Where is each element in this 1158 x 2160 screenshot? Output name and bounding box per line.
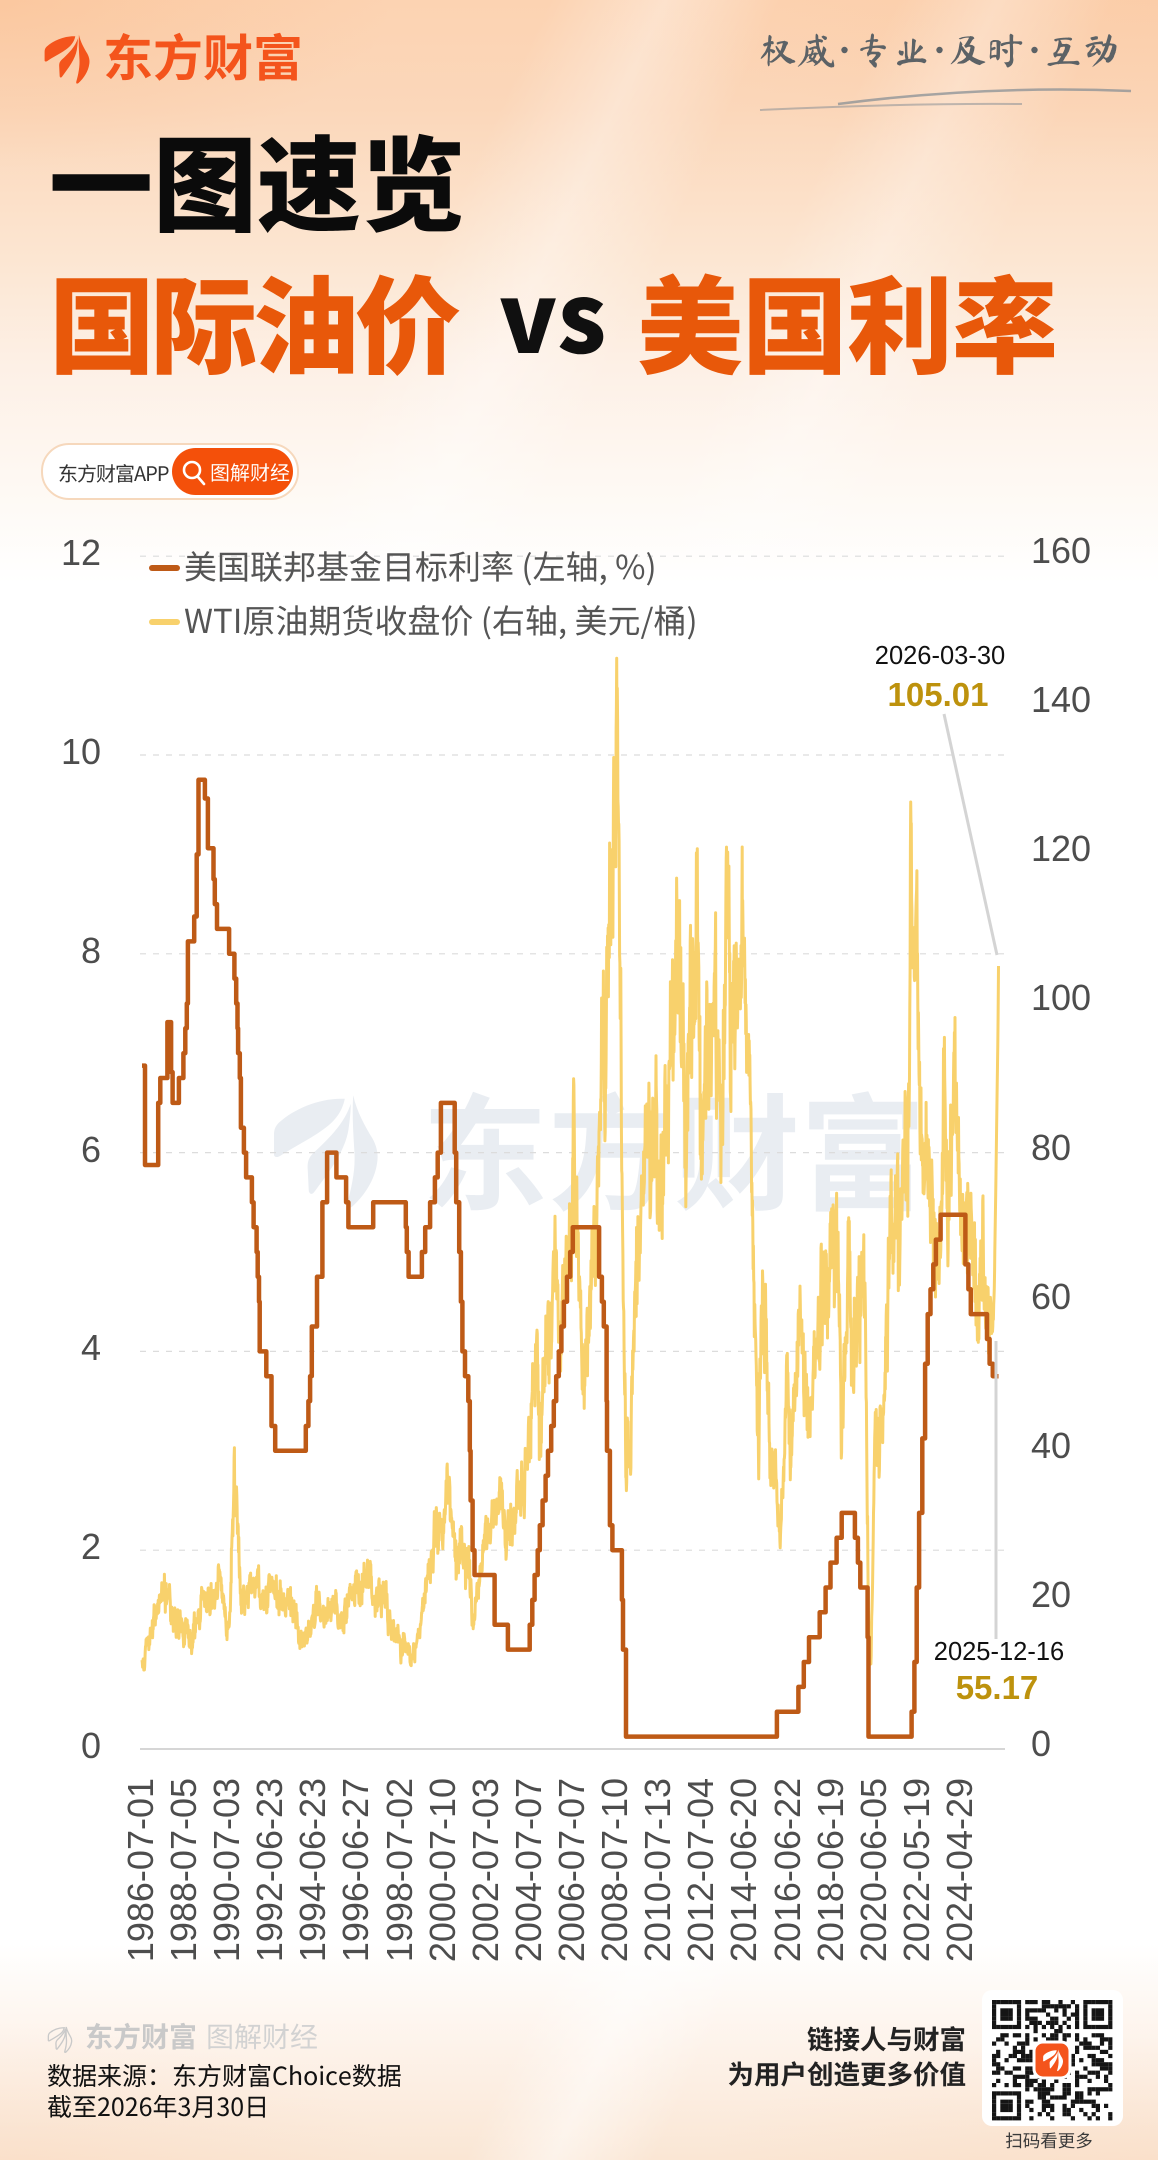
svg-text:1996-06-27: 1996-06-27 bbox=[335, 1778, 376, 1962]
svg-text:2022-05-19: 2022-05-19 bbox=[896, 1778, 937, 1962]
svg-text:2008-07-10: 2008-07-10 bbox=[594, 1778, 635, 1962]
svg-text:8: 8 bbox=[81, 930, 101, 971]
svg-text:2026-03-30: 2026-03-30 bbox=[875, 642, 1005, 670]
svg-text:2: 2 bbox=[81, 1526, 101, 1567]
svg-text:2025-12-16: 2025-12-16 bbox=[934, 1638, 1064, 1666]
svg-text:2012-07-04: 2012-07-04 bbox=[680, 1778, 721, 1962]
svg-text:40: 40 bbox=[1031, 1425, 1071, 1466]
svg-text:1988-07-05: 1988-07-05 bbox=[163, 1778, 204, 1962]
svg-text:1992-06-23: 1992-06-23 bbox=[249, 1778, 290, 1962]
svg-text:2018-06-19: 2018-06-19 bbox=[810, 1778, 851, 1962]
svg-text:60: 60 bbox=[1031, 1276, 1071, 1317]
svg-text:2016-06-22: 2016-06-22 bbox=[767, 1778, 808, 1962]
svg-text:4: 4 bbox=[81, 1327, 101, 1368]
svg-text:2014-06-20: 2014-06-20 bbox=[723, 1778, 764, 1962]
svg-text:0: 0 bbox=[1031, 1723, 1051, 1764]
svg-text:1986-07-01: 1986-07-01 bbox=[120, 1778, 161, 1962]
svg-text:55.17: 55.17 bbox=[956, 1669, 1039, 1706]
svg-text:80: 80 bbox=[1031, 1127, 1071, 1168]
svg-text:100: 100 bbox=[1031, 977, 1091, 1018]
svg-text:105.01: 105.01 bbox=[888, 676, 989, 713]
svg-text:140: 140 bbox=[1031, 679, 1091, 720]
svg-text:1994-06-23: 1994-06-23 bbox=[292, 1778, 333, 1962]
svg-text:2024-04-29: 2024-04-29 bbox=[939, 1778, 980, 1962]
svg-text:12: 12 bbox=[61, 532, 101, 573]
svg-text:2002-07-03: 2002-07-03 bbox=[465, 1778, 506, 1962]
svg-text:6: 6 bbox=[81, 1129, 101, 1170]
svg-text:120: 120 bbox=[1031, 828, 1091, 869]
svg-text:0: 0 bbox=[81, 1725, 101, 1766]
svg-text:10: 10 bbox=[61, 731, 101, 772]
svg-text:1990-07-03: 1990-07-03 bbox=[206, 1778, 247, 1962]
svg-text:1998-07-02: 1998-07-02 bbox=[379, 1778, 420, 1962]
svg-text:160: 160 bbox=[1031, 530, 1091, 571]
svg-text:2004-07-07: 2004-07-07 bbox=[508, 1778, 549, 1962]
svg-text:2020-06-05: 2020-06-05 bbox=[853, 1778, 894, 1962]
svg-text:20: 20 bbox=[1031, 1574, 1071, 1615]
svg-text:2000-07-10: 2000-07-10 bbox=[422, 1778, 463, 1962]
svg-text:2006-07-07: 2006-07-07 bbox=[551, 1778, 592, 1962]
svg-text:2010-07-13: 2010-07-13 bbox=[637, 1778, 678, 1962]
